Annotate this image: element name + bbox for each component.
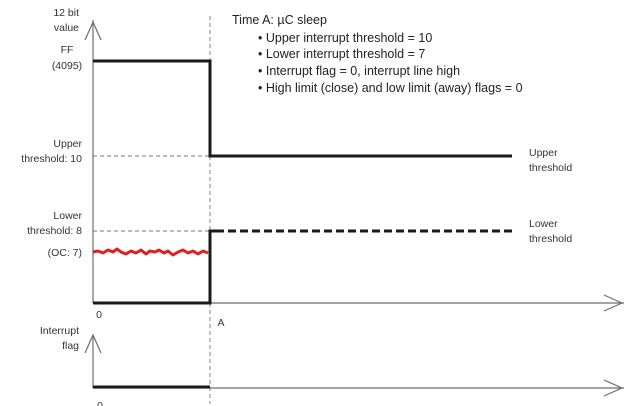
y-axis-title-line2: value <box>54 22 79 34</box>
upper-threshold-right-label-line1: Upper <box>529 147 558 159</box>
lower-threshold-axis-label-line1: Lower <box>53 210 82 222</box>
lower-threshold-signal-solid <box>93 229 216 305</box>
upper-threshold-right-label-line2: threshold <box>529 162 572 174</box>
upper-threshold-axis-label-line1: Upper <box>53 138 82 150</box>
notes-bullet-3: • Interrupt flag = 0, interrupt line hig… <box>258 64 460 78</box>
oc-noise-trace <box>92 247 209 257</box>
y-axis-title-line1: 12 bit <box>53 7 79 19</box>
time-a-label: A <box>217 317 224 329</box>
lower-threshold-axis-label-line2: threshold: 8 <box>27 225 82 237</box>
interrupt-x-axis-arrowhead <box>603 379 624 397</box>
notes-bullet-2: • Lower interrupt threshold = 7 <box>258 47 425 61</box>
interrupt-title-line1: Interrupt <box>40 325 79 337</box>
ff-label-line1: FF <box>61 44 74 56</box>
interrupt-origin-label: 0 <box>97 400 103 406</box>
y-axis-arrowhead <box>84 20 102 41</box>
interrupt-y-axis-arrowhead <box>84 333 102 354</box>
notes-bullet-1: • Upper interrupt threshold = 10 <box>258 31 432 45</box>
x-axis-arrowhead <box>603 294 624 312</box>
interrupt-title-line2: flag <box>62 340 79 352</box>
x-origin-label: 0 <box>96 309 102 321</box>
lower-threshold-right-label-line2: threshold <box>529 233 572 245</box>
oc-axis-label: (OC: 7) <box>48 247 82 259</box>
notes-title: Time A: µC sleep <box>232 13 327 27</box>
lower-threshold-right-label-line1: Lower <box>529 218 558 230</box>
notes-bullet-4: • High limit (close) and low limit (away… <box>258 81 523 95</box>
upper-threshold-signal <box>93 59 512 158</box>
upper-threshold-axis-label-line2: threshold: 10 <box>21 153 82 165</box>
ff-label-line2: (4095) <box>52 60 82 72</box>
